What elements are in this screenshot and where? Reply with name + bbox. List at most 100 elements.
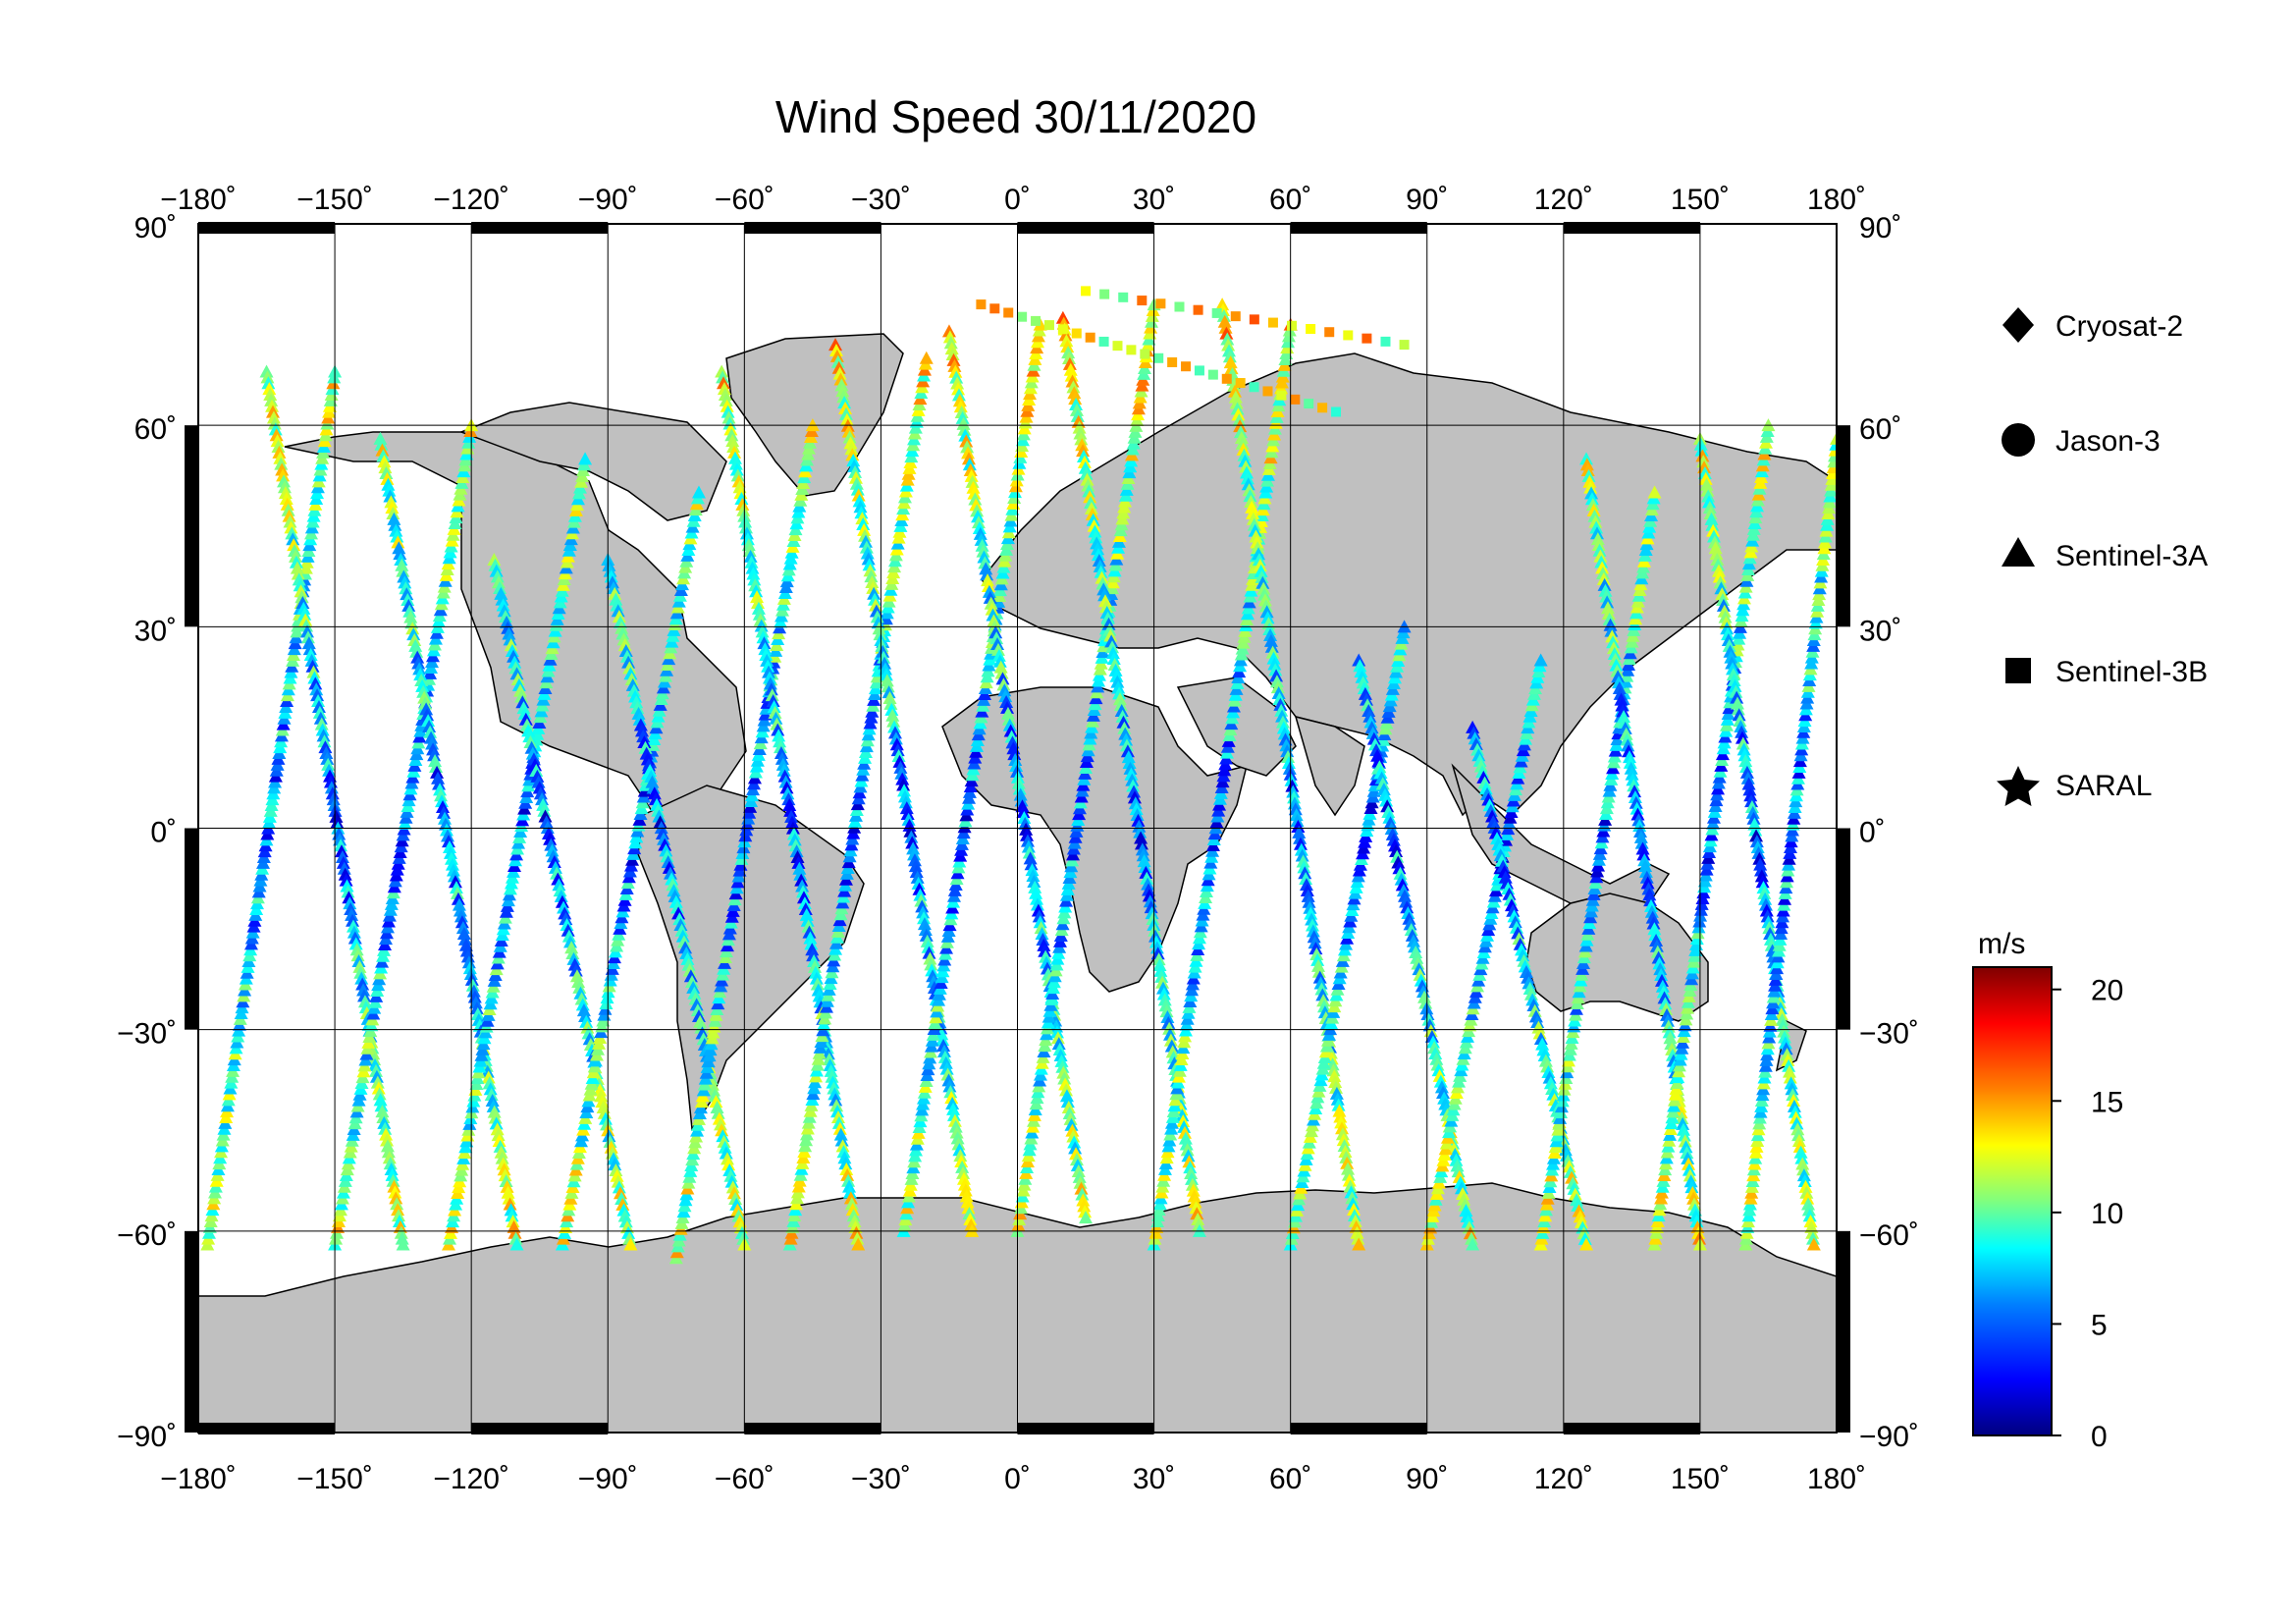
track-point <box>935 1033 950 1047</box>
track-point <box>687 986 702 1000</box>
track-point <box>1332 1104 1347 1117</box>
track-point <box>1071 414 1086 428</box>
track-point <box>1134 831 1148 844</box>
x-tick-label-top: 150˚ <box>1671 184 1730 216</box>
track-point <box>950 1131 965 1145</box>
track-point <box>1194 365 1204 376</box>
track-point <box>384 1162 399 1175</box>
track-point <box>382 483 397 497</box>
track-point <box>372 1087 387 1101</box>
track-point <box>610 598 624 612</box>
track-point <box>310 688 325 702</box>
track-point <box>419 702 434 716</box>
track-point <box>1266 651 1281 665</box>
track-point <box>1417 990 1432 1003</box>
x-tick-label-bottom: −150˚ <box>296 1463 373 1495</box>
track-point <box>991 648 1006 662</box>
track-point <box>1219 326 1234 340</box>
track-point <box>857 522 872 536</box>
track-point <box>1304 906 1318 920</box>
track-point <box>1682 1168 1697 1182</box>
track-point <box>1503 893 1518 906</box>
track-point <box>1741 777 1756 790</box>
track-point <box>552 878 566 892</box>
track-point <box>1017 311 1028 322</box>
track-point <box>435 794 450 808</box>
track-point <box>746 567 761 580</box>
track-point <box>1579 452 1594 465</box>
track-point <box>921 940 935 953</box>
track-point <box>947 358 962 372</box>
track-point <box>806 948 821 962</box>
track-point <box>851 488 866 502</box>
track-point <box>793 867 808 881</box>
track-point <box>432 777 447 790</box>
track-point <box>499 1174 513 1188</box>
track-point <box>1390 849 1405 863</box>
track-point <box>1733 714 1747 728</box>
track-point <box>1228 390 1243 404</box>
track-point <box>1743 788 1758 802</box>
track-point <box>1009 758 1024 772</box>
track-point <box>1072 420 1087 434</box>
track-point <box>1120 738 1135 752</box>
track-point <box>1676 1116 1690 1130</box>
track-point <box>524 740 539 754</box>
track-point <box>774 746 788 760</box>
track-point <box>653 815 667 829</box>
track-point <box>1327 1069 1342 1083</box>
track-point <box>1761 915 1776 929</box>
track-point <box>778 775 793 788</box>
track-point <box>1067 1135 1082 1149</box>
track-point <box>989 631 1004 645</box>
track-point <box>724 1174 739 1188</box>
track-point <box>690 1003 705 1017</box>
legend-label-cryosat-2: Cryosat-2 <box>2056 310 2183 343</box>
track-point <box>1148 935 1163 948</box>
track-point <box>1610 664 1625 677</box>
track-point <box>350 948 365 962</box>
track-point <box>876 644 890 658</box>
track-point <box>841 1173 856 1187</box>
track-point <box>1098 600 1113 614</box>
track-point <box>707 1083 721 1097</box>
track-point <box>334 839 348 852</box>
track-point <box>398 575 412 589</box>
track-point <box>349 943 364 956</box>
track-point <box>406 627 421 641</box>
track-point <box>1401 905 1415 919</box>
track-point <box>1249 382 1259 393</box>
track-point <box>457 932 472 946</box>
track-point <box>1570 1193 1584 1207</box>
track-point <box>1367 737 1382 751</box>
track-point <box>1472 753 1487 767</box>
track-point <box>616 632 631 646</box>
track-point <box>1370 748 1385 762</box>
track-point <box>1400 900 1415 914</box>
track-point <box>1697 460 1712 474</box>
track-point <box>662 860 676 874</box>
track-point <box>1463 1226 1477 1240</box>
track-point <box>943 1085 958 1099</box>
track-point <box>1180 1143 1195 1157</box>
track-point <box>1777 1024 1791 1038</box>
track-point <box>759 647 774 661</box>
track-point <box>905 836 920 849</box>
track-point <box>1643 893 1658 907</box>
track-point <box>421 714 436 728</box>
track-point <box>807 954 822 968</box>
track-point <box>532 781 547 794</box>
track-point <box>380 1133 395 1147</box>
track-point <box>826 1075 840 1089</box>
track-point <box>1112 341 1123 352</box>
track-point <box>418 696 433 710</box>
track-point <box>621 655 636 669</box>
track-point <box>1118 727 1133 740</box>
track-point <box>855 512 870 525</box>
track-point <box>423 725 438 738</box>
track-point <box>495 1151 509 1164</box>
track-point <box>751 601 766 615</box>
track-point <box>1114 704 1129 718</box>
track-point <box>1011 776 1026 789</box>
